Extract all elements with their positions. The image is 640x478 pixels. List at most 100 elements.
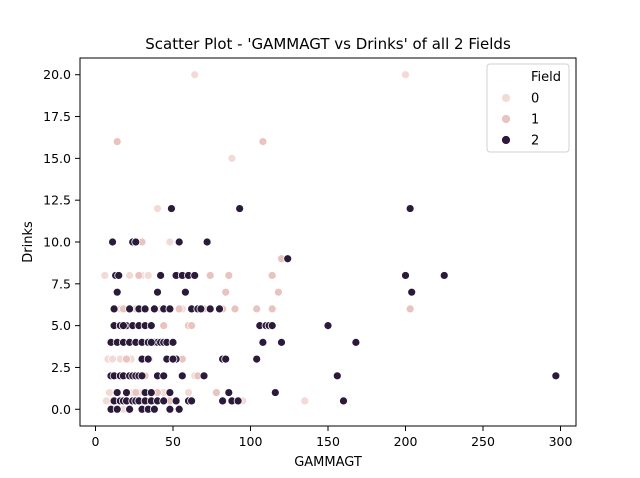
y-axis-ticks: 0.0 2.5 5.0 7.5 10.0 12.5 15.0 17.5 20.0 — [43, 67, 80, 417]
data-point-field-0 — [165, 237, 175, 247]
data-point-field-2 — [405, 204, 415, 213]
data-point-field-2 — [114, 271, 124, 280]
y-tick-label: 12.5 — [43, 193, 71, 208]
data-point-field-1 — [174, 304, 184, 314]
data-point-field-2 — [252, 354, 262, 364]
x-axis-label: GAMMAGT — [294, 455, 362, 470]
data-point-field-0 — [184, 388, 193, 397]
data-point-field-1 — [187, 321, 197, 331]
data-point-field-2 — [171, 396, 181, 406]
data-point-field-2 — [168, 337, 178, 347]
data-point-field-2 — [277, 337, 286, 347]
data-point-field-1 — [122, 354, 131, 364]
data-point-field-1 — [405, 304, 415, 314]
data-point-field-1 — [159, 321, 169, 331]
data-point-field-2 — [140, 304, 150, 314]
data-point-field-1 — [205, 271, 215, 280]
data-point-field-2 — [177, 371, 187, 381]
data-point-field-2 — [283, 254, 293, 264]
data-point-field-2 — [119, 321, 128, 331]
data-point-field-2 — [122, 388, 131, 397]
data-point-field-2 — [112, 388, 122, 397]
data-point-field-1 — [131, 388, 141, 397]
legend-box — [486, 63, 570, 153]
data-point-field-1 — [267, 304, 277, 314]
data-point-field-2 — [112, 404, 122, 414]
data-point-field-2 — [174, 404, 184, 414]
data-point-field-0 — [153, 204, 162, 213]
data-point-field-1 — [230, 304, 240, 314]
data-point-field-2 — [153, 287, 162, 297]
data-point-field-2 — [159, 396, 169, 406]
data-point-field-1 — [221, 287, 231, 297]
data-point-field-2 — [551, 371, 561, 381]
data-point-field-2 — [137, 371, 147, 381]
data-point-field-2 — [224, 388, 234, 397]
data-point-field-2 — [180, 287, 190, 297]
x-tick-label: 50 — [165, 434, 181, 449]
data-point-field-0 — [143, 271, 153, 280]
data-point-field-2 — [270, 388, 280, 397]
y-tick-label: 20.0 — [43, 67, 71, 82]
data-point-field-2 — [159, 371, 169, 381]
y-tick-label: 5.0 — [51, 318, 71, 333]
data-point-field-2 — [125, 304, 135, 314]
y-tick-label: 10.0 — [43, 235, 71, 250]
data-point-field-2 — [218, 396, 228, 406]
data-point-field-1 — [273, 287, 283, 297]
data-point-field-0 — [125, 271, 135, 280]
data-point-field-2 — [258, 337, 268, 347]
data-point-field-2 — [149, 404, 159, 414]
data-point-field-2 — [351, 337, 361, 347]
legend-label-field-2: 2 — [531, 134, 539, 149]
legend-title: Field — [531, 70, 561, 85]
data-point-field-2 — [339, 396, 348, 406]
data-point-field-2 — [165, 404, 175, 414]
x-tick-label: 300 — [549, 434, 573, 449]
y-tick-label: 7.5 — [51, 276, 71, 291]
legend-label-field-1: 1 — [531, 113, 539, 128]
data-point-field-2 — [109, 304, 119, 314]
data-point-field-2 — [146, 337, 156, 347]
legend-marker-field-1 — [501, 114, 511, 124]
data-point-field-2 — [267, 321, 277, 331]
data-point-field-2 — [146, 388, 156, 397]
data-point-field-2 — [165, 388, 175, 397]
y-tick-label: 2.5 — [51, 360, 71, 375]
data-point-field-2 — [332, 371, 342, 381]
legend: Field 0 1 2 — [486, 63, 570, 153]
data-point-field-0 — [108, 354, 117, 364]
legend-marker-field-0 — [501, 93, 511, 103]
y-axis-label: Drinks — [21, 221, 36, 263]
x-tick-label: 0 — [92, 434, 100, 449]
data-point-field-0 — [100, 271, 110, 280]
data-point-field-2 — [202, 237, 212, 247]
data-point-field-1 — [224, 271, 234, 280]
data-point-field-1 — [267, 271, 277, 280]
data-point-field-2 — [190, 271, 200, 280]
x-tick-label: 100 — [239, 434, 263, 449]
data-point-field-2 — [125, 404, 135, 414]
data-point-field-2 — [174, 237, 184, 247]
data-point-field-1 — [211, 388, 221, 397]
data-point-field-1 — [134, 271, 144, 280]
y-tick-label: 15.0 — [43, 151, 71, 166]
x-tick-label: 250 — [471, 434, 495, 449]
y-tick-label: 0.0 — [51, 402, 71, 417]
data-point-field-2 — [401, 271, 410, 280]
data-point-field-2 — [205, 304, 215, 314]
data-point-field-2 — [196, 304, 206, 314]
data-point-field-2 — [215, 304, 224, 314]
data-point-field-2 — [131, 237, 141, 247]
data-point-field-1 — [112, 137, 122, 147]
data-point-field-2 — [112, 287, 122, 297]
data-point-field-2 — [143, 354, 153, 364]
data-point-field-0 — [105, 388, 114, 397]
x-tick-label: 200 — [394, 434, 418, 449]
data-point-field-2 — [146, 321, 156, 331]
data-point-field-0 — [190, 70, 200, 80]
data-point-field-2 — [221, 354, 231, 364]
chart-title: Scatter Plot - 'GAMMAGT vs Drinks' of al… — [145, 35, 511, 53]
data-point-field-0 — [300, 396, 310, 406]
